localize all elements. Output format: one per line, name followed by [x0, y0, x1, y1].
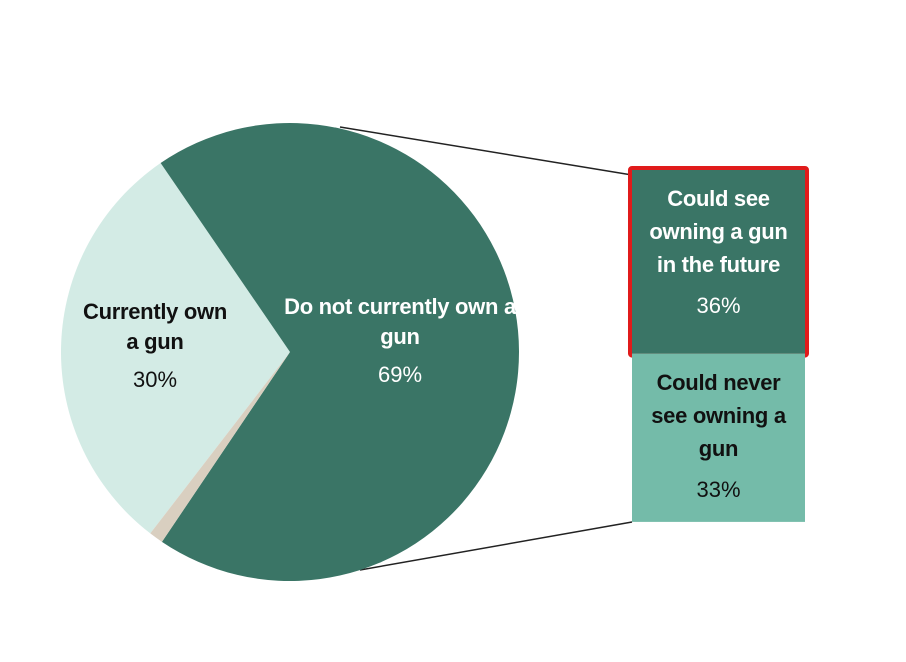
slice-label: Do not currently own a gun 69%	[280, 292, 520, 390]
category-label: Do not currently own a gun	[284, 294, 516, 349]
category-label: Could never see owning a gun	[651, 369, 786, 461]
category-label: Could see owning a gun in the future	[649, 186, 788, 277]
bar-segment	[632, 353, 805, 522]
value-label: 30%	[132, 367, 178, 392]
pie-slice	[160, 123, 519, 582]
slice-label: Currently own a gun 30%	[80, 297, 230, 395]
pie-slice	[150, 352, 290, 542]
bar-label: Could never see owning a gun 33%	[642, 366, 795, 506]
bar-label: Could see owning a gun in the future 36%	[642, 182, 795, 322]
value-label: 69%	[377, 362, 423, 387]
value-label: 33%	[696, 476, 741, 502]
category-label: Currently own a gun	[83, 299, 227, 354]
value-label: 36%	[696, 293, 741, 318]
pie-slice	[60, 163, 290, 534]
connector-line	[339, 126, 633, 176]
connector-line	[359, 521, 633, 571]
bar-segment	[632, 170, 805, 354]
